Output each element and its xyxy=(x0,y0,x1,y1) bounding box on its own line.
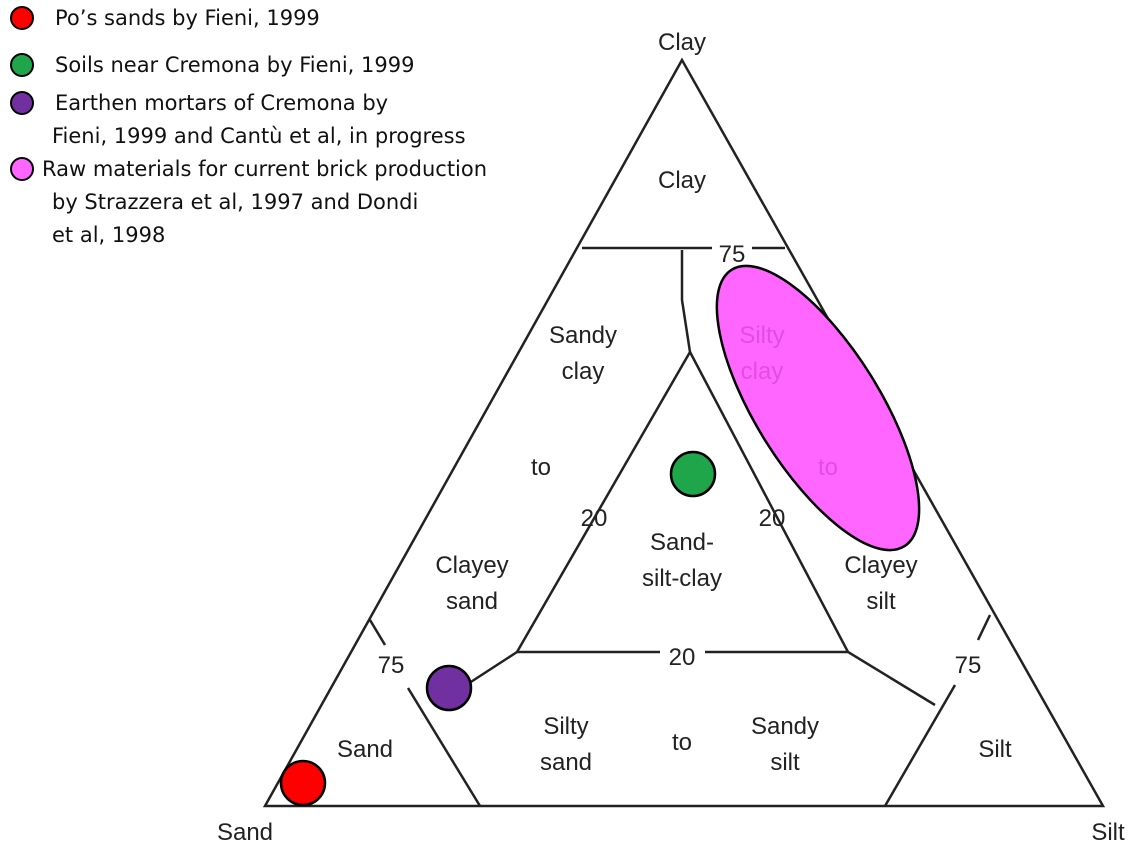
ellipse-brick xyxy=(715,264,921,552)
vertex-label: Clay xyxy=(658,29,706,56)
region-label: Sand-silt-clay xyxy=(642,529,722,592)
region-label: to xyxy=(672,729,692,756)
legend-label: Soils near Cremona by Fieni, 1999 xyxy=(55,53,414,77)
tick-label: 20 xyxy=(669,644,696,671)
region-label: Silt xyxy=(978,736,1012,763)
legend-marker xyxy=(10,6,34,30)
tick-label: 75 xyxy=(719,241,746,268)
line xyxy=(406,687,482,807)
region-label: Sandy silt xyxy=(751,713,819,776)
line xyxy=(439,250,692,704)
line xyxy=(368,619,387,646)
line xyxy=(976,614,992,641)
region-label: Clay xyxy=(658,167,706,194)
legend-marker xyxy=(10,53,34,77)
vertex-label: Silt xyxy=(1091,819,1125,845)
region-label: Clayey silt xyxy=(844,552,917,615)
line xyxy=(883,684,957,807)
vertex-label: Sand xyxy=(217,819,273,845)
legend-marker xyxy=(10,157,34,181)
legend-label: Earthen mortars of Cremona by Fieni, 1999… xyxy=(52,91,466,148)
point-po-sands xyxy=(279,759,327,807)
region-label: Sand xyxy=(337,736,393,763)
tick-label: 20 xyxy=(759,505,786,532)
region-label: to xyxy=(531,454,551,481)
legend-marker xyxy=(10,91,34,115)
region-label: Clayey sand xyxy=(435,552,508,615)
legend-label: Raw materials for current brick producti… xyxy=(42,157,487,247)
tick-label: 75 xyxy=(378,652,405,679)
legend-label: Po’s sands by Fieni, 1999 xyxy=(55,6,320,30)
point-soils xyxy=(669,450,717,498)
region-label: Sandy clay xyxy=(549,322,617,385)
tick-label: 20 xyxy=(581,505,608,532)
point-mortars xyxy=(425,664,473,712)
tick-label: 75 xyxy=(955,652,982,679)
region-label: to xyxy=(818,454,838,481)
region-label: Silty clay xyxy=(739,322,784,385)
region-label: Silty sand xyxy=(540,713,592,776)
